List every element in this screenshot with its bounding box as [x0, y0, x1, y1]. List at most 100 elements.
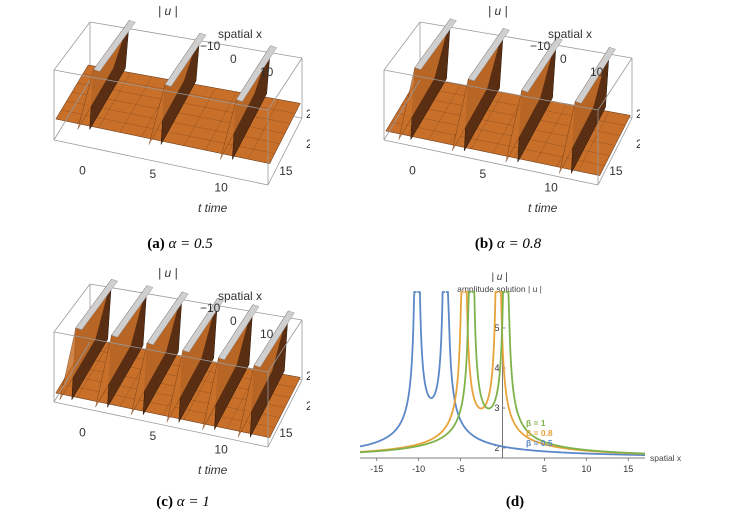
caption-b-letter: (b) [474, 236, 494, 252]
surface-ridge-cap [218, 304, 260, 360]
z-axis-label: | u | [158, 266, 178, 280]
chart-top-label: | u | [491, 272, 507, 283]
box-edge-top-left [383, 21, 421, 71]
line-chart-d: -15 -10 -5 5 10 15 2 3 4 5 | u |amplitude solution… [359, 272, 682, 474]
box-edge-top-back [419, 21, 633, 59]
x-axis-label: spatial x [650, 453, 682, 463]
box-edge-left-bottom [53, 341, 91, 403]
caption-b-equation: α = 0.8 [496, 236, 542, 252]
surface-ridge-cap [521, 37, 563, 93]
x-tick-label: 15 [623, 464, 633, 474]
box-edge-top-right [267, 57, 303, 111]
legend-entry: β = 1 [526, 418, 546, 428]
caption-c-equation: α = 1 [176, 494, 210, 510]
z-tick-label: 2 [636, 107, 640, 121]
x-tick-label: -10 [412, 464, 425, 474]
surface-ridge-cap [253, 310, 295, 368]
panel-a: | u | spatial x −10 0 10 2 2 0 5 10 15 t time [40, 0, 310, 230]
t-tick-label: 5 [150, 429, 157, 443]
surface-ridge-cap [93, 20, 136, 72]
panel-d: -15 -10 -5 5 10 15 2 3 4 5 | u | amplitude solution… [350, 264, 690, 488]
z-tick-label: 2 [306, 369, 310, 383]
box-edge-right-bottom [267, 117, 303, 186]
t-tick-label: 0 [79, 163, 86, 177]
box-edge-front-bottom [383, 139, 599, 186]
y-tick-label: 3 [494, 403, 499, 413]
series-line-1 [498, 291, 646, 455]
t-axis-label: t time [198, 463, 228, 477]
caption-b: (b) α = 0.8 [438, 236, 578, 253]
x-tick-label: 10 [260, 65, 274, 79]
caption-d: (d) [490, 494, 540, 511]
x-axis-label: spatial x [548, 27, 592, 41]
surface-ridge-cap [414, 18, 457, 70]
caption-a: (a) α = 0.5 [110, 236, 250, 253]
t-axis-label: t time [198, 201, 228, 215]
y-tick-label: 2 [494, 443, 499, 453]
series-line-2 [471, 291, 506, 410]
surface-plot-c: | u | spatial x−10 0 10 2 2 0 5 10 15 t time [53, 266, 310, 477]
z-axis-label: | u | [488, 4, 508, 18]
box-edge-front-bottom [53, 139, 269, 186]
x-tick-label: 10 [590, 65, 604, 79]
box-edge-top-back [89, 283, 303, 321]
z-axis-label: | u | [158, 4, 178, 18]
surface-ridge-cap [467, 28, 510, 82]
box-edge-top-right [597, 57, 633, 111]
box-edge-right-bottom [597, 117, 633, 186]
x-axis-label: spatial x [218, 27, 262, 41]
surface-ridge-cap [574, 47, 616, 104]
x-axis-label: spatial x [218, 289, 262, 303]
y-tick-label: 5 [494, 323, 499, 333]
z-tick-label: 2 [306, 137, 310, 151]
x-tick-label: −10 [200, 39, 221, 53]
t-tick-label: 10 [544, 181, 558, 195]
surface-ridge-cap [164, 32, 207, 87]
x-tick-label: 10 [581, 464, 591, 474]
t-axis-label: t time [528, 201, 558, 215]
x-tick-label: 0 [230, 314, 237, 328]
box-edge-top-left [53, 283, 91, 333]
box-edge-top-right [267, 319, 303, 373]
caption-a-equation: α = 0.5 [168, 236, 213, 252]
t-tick-label: 15 [279, 426, 293, 440]
surface-plot-a: | u | spatial x−10 0 10 2 2 0 5 10 15 t time [53, 4, 310, 215]
x-tick-label: −10 [530, 39, 551, 53]
box-edge-top-front [53, 69, 269, 111]
box-edge-front-bottom [53, 401, 269, 448]
y-axis-label: amplitude solution | u | [457, 284, 542, 294]
t-tick-label: 15 [279, 164, 293, 178]
t-tick-label: 15 [609, 164, 623, 178]
surface-ridge-cap [111, 285, 154, 338]
box-edge-left-bottom [53, 79, 91, 141]
surface-ridge-cap [236, 45, 277, 102]
caption-a-letter: (a) [147, 236, 165, 252]
t-tick-label: 0 [409, 163, 416, 177]
x-tick-label: 0 [560, 52, 567, 66]
series-line-0 [359, 291, 417, 448]
t-tick-label: 5 [480, 167, 487, 181]
series-line-1 [464, 291, 498, 410]
legend-entry: β = 0.5 [526, 438, 553, 448]
x-tick-label: −10 [200, 301, 221, 315]
t-tick-label: 5 [150, 167, 157, 181]
x-tick-label: -5 [457, 464, 465, 474]
x-tick-label: 5 [542, 464, 547, 474]
legend-entry: β = 0.8 [526, 428, 553, 438]
z-tick-label: 2 [636, 137, 640, 151]
caption-c-letter: (c) [156, 494, 173, 510]
z-tick-label: 2 [306, 399, 310, 413]
t-tick-label: 0 [79, 425, 86, 439]
x-tick-label: -15 [370, 464, 383, 474]
panel-b: | u | spatial x −10 0 10 2 2 0 5 10 15 t time [370, 0, 640, 230]
panel-c: | u | spatial x −10 0 10 2 2 0 5 10 15 t time [40, 262, 310, 492]
y-tick-label: 4 [494, 363, 499, 373]
box-edge-left-bottom [383, 79, 421, 141]
surface-ridge-cap [75, 278, 118, 330]
series-line-0 [445, 291, 646, 456]
box-edge-right-bottom [267, 379, 303, 448]
surface-mesh-line [391, 121, 605, 166]
z-tick-label: 2 [306, 107, 310, 121]
series-line-2 [506, 291, 646, 455]
x-tick-label: 0 [230, 52, 237, 66]
